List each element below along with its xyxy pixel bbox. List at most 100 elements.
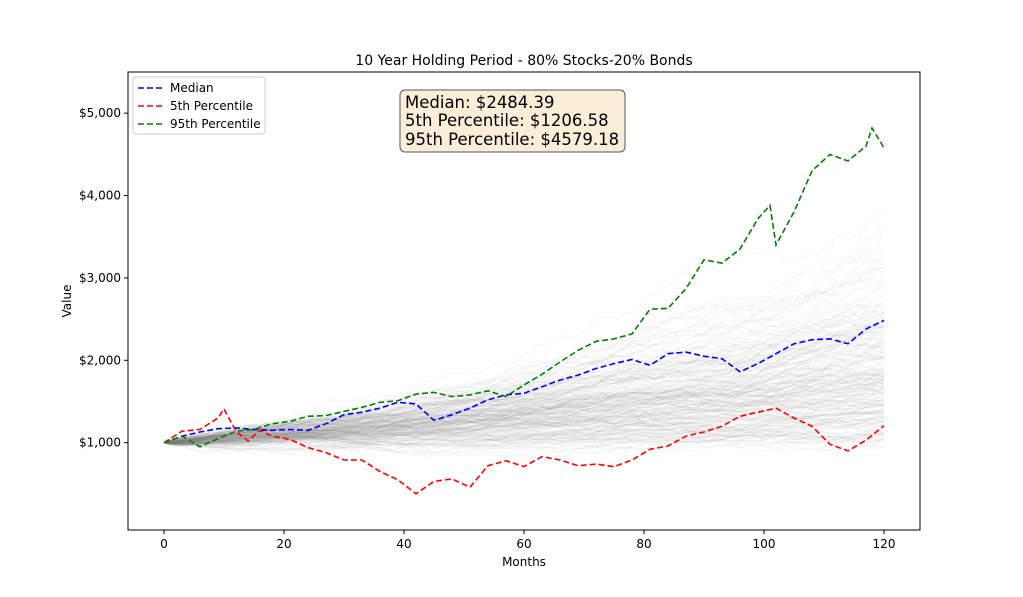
simulation-path [163,388,885,445]
simulation-path [163,400,885,447]
simulation-path [163,381,885,444]
simulation-path [163,342,885,444]
simulation-path [163,417,885,446]
simulation-path [163,339,885,444]
simulation-path [163,387,885,446]
simulation-path [163,430,885,446]
simulation-path [163,363,885,444]
annotation-5th: 5th Percentile: $1206.58 [405,111,609,130]
simulation-path [163,312,885,447]
simulation-path [163,377,885,444]
simulation-path [163,361,885,446]
simulation-path [163,431,885,447]
simulation-path [163,429,885,446]
simulation-path [163,325,885,444]
simulation-path [163,301,885,444]
simulation-path [163,400,885,444]
simulation-path [163,391,885,444]
x-tick-label: 100 [753,537,776,551]
simulation-path [163,410,885,445]
simulation-path [163,375,885,445]
simulation-path [163,377,885,446]
simulation-path [163,301,885,446]
simulation-path [163,367,885,444]
simulation-path [163,350,885,444]
simulation-path [163,346,885,444]
simulation-path [163,409,885,448]
simulation-path [163,411,885,444]
simulation-path [163,325,885,444]
simulation-path [163,318,885,444]
y-tick-label: $1,000 [79,436,121,450]
simulation-path [163,265,885,444]
simulation-path [163,418,885,448]
95th-percentile-line [163,126,885,448]
simulation-path [163,416,885,444]
simulation-path [163,429,885,451]
simulation-path [163,322,885,446]
simulation-path [163,338,885,446]
simulation-path [163,373,885,444]
simulation-path [163,332,885,444]
simulation-path [163,386,885,444]
simulation-path [163,377,885,447]
simulation-path [163,318,885,444]
simulation-path [163,372,885,445]
simulation-path [163,439,885,457]
simulation-path [163,422,885,448]
simulation-path [163,342,885,445]
simulation-path [164,386,885,444]
simulation-path [163,305,885,444]
simulation-path [163,320,885,444]
simulation-path [163,368,885,444]
simulation-path [163,428,885,445]
y-axis-label: Value [60,285,74,318]
simulation-path [163,321,885,444]
simulation-path [163,318,885,444]
simulation-path [163,401,885,444]
chart-title: 10 Year Holding Period - 80% Stocks-20% … [355,53,692,69]
simulation-path [163,397,885,444]
simulation-path [164,412,885,446]
legend-box [132,76,266,135]
median-line [163,319,885,444]
simulation-path [163,277,885,444]
simulation-path [163,369,885,445]
x-axis-label: Months [502,555,546,569]
x-tick-label: 120 [873,537,896,551]
simulation-path [163,311,885,447]
simulation-path [163,396,885,451]
simulation-path [163,269,885,444]
simulation-path [163,325,885,447]
simulation-path [163,336,885,444]
simulation-path [163,353,885,444]
y-axis-ticks: $1,000 $2,000 $3,000 $4,000 $5,000 [79,106,128,450]
simulation-path [163,427,885,448]
simulation-path [163,368,885,444]
simulation-path [163,383,885,445]
simulation-path [163,305,885,444]
simulation-path [163,338,885,444]
simulation-path [163,429,885,446]
simulation-path [163,434,885,454]
annotation-box [399,89,626,153]
simulation-path [163,226,885,445]
x-tick-label: 0 [160,537,168,551]
simulation-path [163,378,885,444]
simulation-path [163,428,885,454]
y-tick-label: $4,000 [79,189,121,203]
simulation-path [163,430,885,452]
simulation-path [163,302,885,444]
simulation-path [163,371,885,444]
simulation-path [163,329,885,444]
x-tick-label: 60 [516,537,531,551]
simulation-path [163,405,885,445]
simulation-path [163,329,885,444]
simulation-path [163,307,885,444]
simulation-path [163,386,885,446]
simulation-path [163,356,885,445]
simulation-path [163,410,885,444]
simulation-path [163,324,885,444]
y-tick-label: $2,000 [79,353,121,367]
simulation-path [163,414,885,446]
